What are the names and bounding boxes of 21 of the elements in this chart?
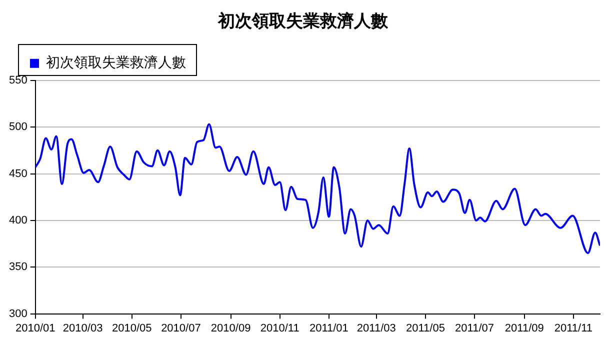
legend-label: 初次領取失業救濟人數 (46, 55, 186, 72)
x-tick-label: 2011/05 (406, 322, 445, 334)
y-tick-label: 400 (8, 214, 28, 226)
x-tick-label: 2010/05 (112, 322, 152, 334)
chart-title: 初次領取失業救濟人數 (217, 12, 389, 32)
y-tick-label: 500 (8, 121, 28, 134)
y-tick-label: 550 (8, 74, 28, 86)
line-series (35, 123, 600, 254)
x-tick-label: 2011/11 (554, 322, 593, 334)
x-tick-label: 2011/03 (356, 322, 396, 334)
x-tick-label: 2010/09 (210, 322, 251, 334)
x-tick-label: 2010/11 (260, 322, 300, 334)
y-tick-label: 450 (8, 168, 28, 180)
x-tick-label: 2011/09 (504, 322, 544, 334)
y-tick-label: 300 (8, 308, 28, 320)
y-tick-label: 350 (8, 261, 28, 274)
x-tick-label: 2010/07 (161, 322, 201, 334)
x-tick-label: 2010/03 (62, 322, 103, 334)
x-tick-label: 2011/07 (455, 322, 494, 334)
x-tick-label: 2010/01 (15, 322, 56, 334)
x-tick-label: 2011/01 (309, 322, 348, 334)
